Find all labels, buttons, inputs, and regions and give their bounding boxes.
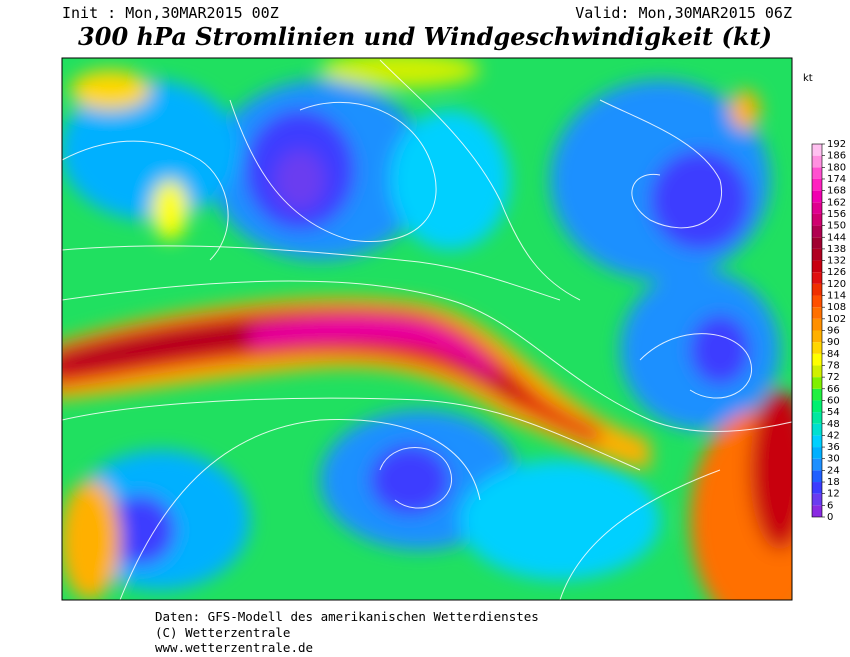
- colorbar-segment: [812, 178, 822, 191]
- colorbar-segment: [812, 505, 822, 517]
- colorbar-tick-label: 144: [827, 232, 846, 243]
- colorbar-tick-label: 150: [827, 221, 846, 232]
- colorbar-segment: [812, 470, 822, 483]
- colorbar-tick-label: 96: [827, 326, 840, 337]
- colorbar-tick-label: 36: [827, 442, 840, 453]
- colorbar-tick-label: 30: [827, 454, 840, 465]
- colorbar-segment: [812, 458, 822, 471]
- colorbar-tick-label: 6: [827, 500, 833, 511]
- colorbar-tick-label: 78: [827, 360, 840, 371]
- colorbar-segment: [812, 225, 822, 238]
- colorbar-segment: [812, 388, 822, 401]
- colorbar-segment: [812, 435, 822, 448]
- colorbar-tick-label: 174: [827, 174, 846, 185]
- colorbar-tick-label: 108: [827, 302, 846, 313]
- colorbar-segment: [812, 248, 822, 261]
- colorbar-tick-label: 102: [827, 314, 846, 325]
- colorbar-tick-label: 132: [827, 256, 846, 267]
- colorbar-tick-label: 60: [827, 395, 840, 406]
- colorbar-tick-label: 72: [827, 372, 840, 383]
- colorbar-segment: [812, 447, 822, 459]
- colorbar-tick-label: 54: [827, 407, 840, 418]
- colorbar-tick-label: 114: [827, 291, 846, 302]
- colorbar-segment: [812, 353, 822, 366]
- colorbar-segment: [812, 295, 822, 308]
- colorbar-segment: [812, 202, 822, 214]
- colorbar-segment: [812, 365, 822, 378]
- init-time: Init : Mon,30MAR2015 00Z: [62, 4, 279, 22]
- colorbar-tick-label: 192: [827, 139, 846, 150]
- colorbar-segment: [812, 482, 822, 494]
- colorbar-tick-label: 18: [827, 477, 840, 488]
- colorbar-segment: [812, 155, 822, 168]
- colorbar-segment: [812, 342, 822, 354]
- colorbar-tick-label: 48: [827, 419, 840, 430]
- footer-line: Daten: GFS-Modell des amerikanischen Wet…: [155, 609, 539, 624]
- colorbar-segment: [812, 493, 822, 506]
- colorbar-segment: [812, 400, 822, 413]
- colorbar-segment: [812, 167, 822, 179]
- colorbar-segment: [812, 237, 822, 249]
- colorbar-tick-label: 90: [827, 337, 840, 348]
- colorbar-frame: [811, 143, 823, 518]
- colorbar-tick-label: 156: [827, 209, 846, 220]
- colorbar-tick-label: 12: [827, 489, 840, 500]
- colorbar-tick-label: 84: [827, 349, 840, 360]
- footer-line: (C) Wetterzentrale: [155, 625, 290, 640]
- footer-line: www.wetterzentrale.de: [155, 640, 313, 655]
- colorbar-segment: [812, 330, 822, 343]
- colorbar-segment: [812, 423, 822, 436]
- colorbar-segment: [812, 272, 822, 284]
- colorbar-segment: [812, 213, 822, 226]
- colorbar-tick-label: 42: [827, 430, 840, 441]
- wind-map: [62, 58, 792, 600]
- colorbar-unit: kt: [803, 73, 813, 84]
- colorbar-segment: [812, 144, 822, 156]
- colorbar-segment: [812, 307, 822, 319]
- colorbar-tick-label: 0: [827, 512, 833, 523]
- colorbar-segment: [812, 260, 822, 273]
- map-title: 300 hPa Stromlinien und Windgeschwindigk…: [78, 22, 772, 51]
- colorbar-tick-label: 162: [827, 197, 846, 208]
- colorbar-tick-label: 126: [827, 267, 846, 278]
- colorbar-segment: [812, 283, 822, 296]
- colorbar-tick-label: 138: [827, 244, 846, 255]
- colorbar-tick-label: 120: [827, 279, 846, 290]
- colorbar: 0612182430364248546066727884909610210811…: [811, 139, 846, 523]
- colorbar-tick-label: 186: [827, 151, 846, 162]
- colorbar-segment: [812, 318, 822, 331]
- colorbar-tick-label: 66: [827, 384, 840, 395]
- colorbar-segment: [812, 190, 822, 203]
- colorbar-tick-label: 180: [827, 162, 846, 173]
- colorbar-tick-label: 168: [827, 186, 846, 197]
- colorbar-segment: [812, 412, 822, 424]
- valid-time: Valid: Mon,30MAR2015 06Z: [575, 4, 792, 22]
- colorbar-segment: [812, 377, 822, 389]
- colorbar-tick-label: 24: [827, 465, 840, 476]
